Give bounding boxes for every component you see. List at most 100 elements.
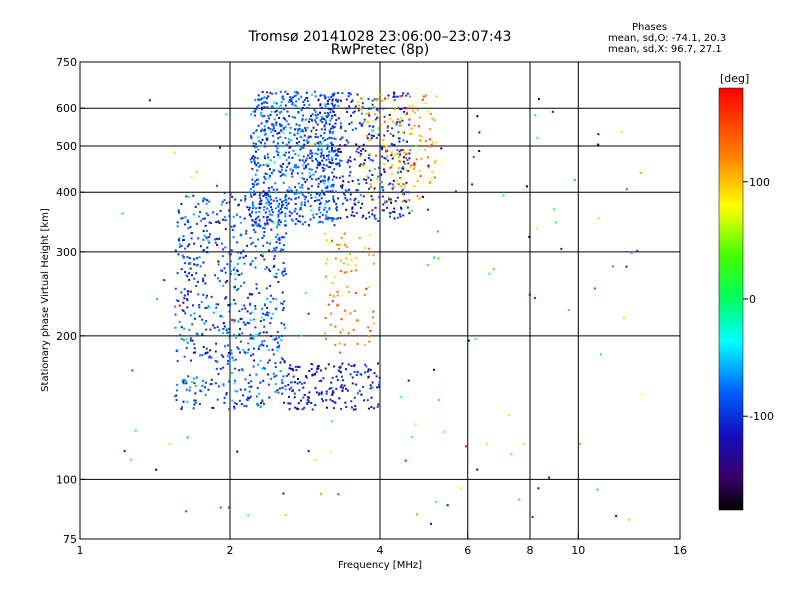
data-point bbox=[344, 401, 347, 404]
data-point bbox=[267, 193, 270, 196]
data-point bbox=[314, 121, 317, 124]
data-point bbox=[280, 248, 283, 250]
data-point bbox=[148, 99, 151, 102]
data-point bbox=[355, 143, 358, 146]
data-point bbox=[178, 243, 181, 246]
data-point bbox=[282, 117, 285, 119]
data-point bbox=[255, 395, 258, 398]
data-point bbox=[319, 119, 322, 122]
data-point bbox=[187, 227, 190, 230]
data-point bbox=[358, 236, 361, 239]
data-point bbox=[275, 197, 278, 200]
data-point bbox=[387, 97, 390, 100]
data-point bbox=[370, 386, 373, 389]
data-point bbox=[308, 135, 311, 138]
data-point bbox=[249, 293, 252, 296]
data-point bbox=[257, 363, 260, 366]
data-point bbox=[418, 197, 421, 200]
data-point bbox=[198, 304, 201, 306]
data-point bbox=[279, 125, 282, 128]
data-point bbox=[247, 296, 249, 299]
data-point bbox=[376, 386, 379, 389]
data-point bbox=[260, 141, 262, 144]
data-point bbox=[325, 215, 328, 218]
data-point bbox=[415, 144, 417, 147]
data-point bbox=[399, 177, 402, 180]
data-point bbox=[275, 102, 278, 105]
data-point bbox=[294, 406, 297, 409]
data-point bbox=[323, 176, 326, 179]
data-point bbox=[252, 158, 255, 161]
data-point bbox=[218, 329, 221, 332]
data-point bbox=[202, 261, 205, 264]
data-point bbox=[277, 205, 280, 208]
data-point bbox=[319, 155, 322, 158]
data-point bbox=[284, 219, 287, 222]
data-point bbox=[399, 153, 402, 156]
data-point bbox=[435, 95, 438, 98]
data-point bbox=[276, 331, 279, 334]
data-point bbox=[327, 303, 330, 306]
data-point bbox=[467, 339, 470, 342]
data-point bbox=[281, 386, 284, 389]
data-point bbox=[260, 122, 263, 125]
data-point bbox=[363, 121, 366, 124]
data-point bbox=[266, 173, 269, 175]
data-point bbox=[265, 287, 268, 290]
data-point bbox=[314, 136, 317, 138]
data-point bbox=[322, 139, 325, 142]
data-point bbox=[354, 405, 357, 407]
data-point bbox=[338, 397, 341, 400]
data-point bbox=[265, 192, 268, 195]
data-point bbox=[291, 96, 294, 99]
data-point bbox=[331, 392, 334, 395]
data-point bbox=[193, 277, 196, 280]
data-point bbox=[323, 182, 326, 185]
data-point bbox=[289, 96, 292, 99]
data-point bbox=[256, 387, 259, 390]
data-point bbox=[395, 123, 398, 126]
data-point bbox=[282, 127, 285, 130]
data-point bbox=[368, 253, 371, 256]
data-point bbox=[259, 192, 262, 195]
data-point bbox=[254, 114, 257, 117]
data-point bbox=[255, 150, 257, 153]
data-point bbox=[345, 144, 347, 147]
data-point bbox=[259, 404, 262, 407]
data-point bbox=[210, 383, 213, 385]
data-point bbox=[357, 189, 359, 192]
data-point bbox=[223, 191, 226, 194]
data-point bbox=[531, 515, 534, 518]
data-point bbox=[195, 285, 198, 287]
data-point bbox=[189, 226, 192, 229]
data-point bbox=[255, 129, 258, 132]
data-point bbox=[266, 345, 268, 348]
data-point bbox=[418, 116, 421, 119]
data-point bbox=[314, 200, 316, 202]
data-point bbox=[274, 130, 277, 132]
data-point bbox=[231, 229, 234, 231]
data-point bbox=[373, 407, 376, 410]
data-point bbox=[330, 137, 333, 140]
data-point bbox=[290, 198, 293, 201]
data-point bbox=[205, 296, 208, 299]
data-point bbox=[247, 348, 250, 351]
data-point bbox=[400, 159, 403, 162]
data-point bbox=[268, 218, 271, 221]
data-point bbox=[361, 148, 364, 150]
data-point bbox=[625, 265, 628, 268]
data-point bbox=[204, 282, 207, 285]
data-point bbox=[262, 190, 265, 193]
data-point bbox=[231, 399, 234, 402]
data-point bbox=[254, 173, 257, 176]
data-point bbox=[522, 443, 525, 446]
data-point bbox=[284, 194, 287, 197]
data-point bbox=[310, 178, 313, 181]
data-point bbox=[188, 262, 191, 265]
data-point bbox=[287, 123, 290, 126]
data-point bbox=[310, 368, 313, 371]
data-point bbox=[214, 359, 217, 362]
data-point bbox=[291, 381, 294, 384]
data-point bbox=[304, 375, 307, 378]
data-point bbox=[251, 183, 254, 185]
